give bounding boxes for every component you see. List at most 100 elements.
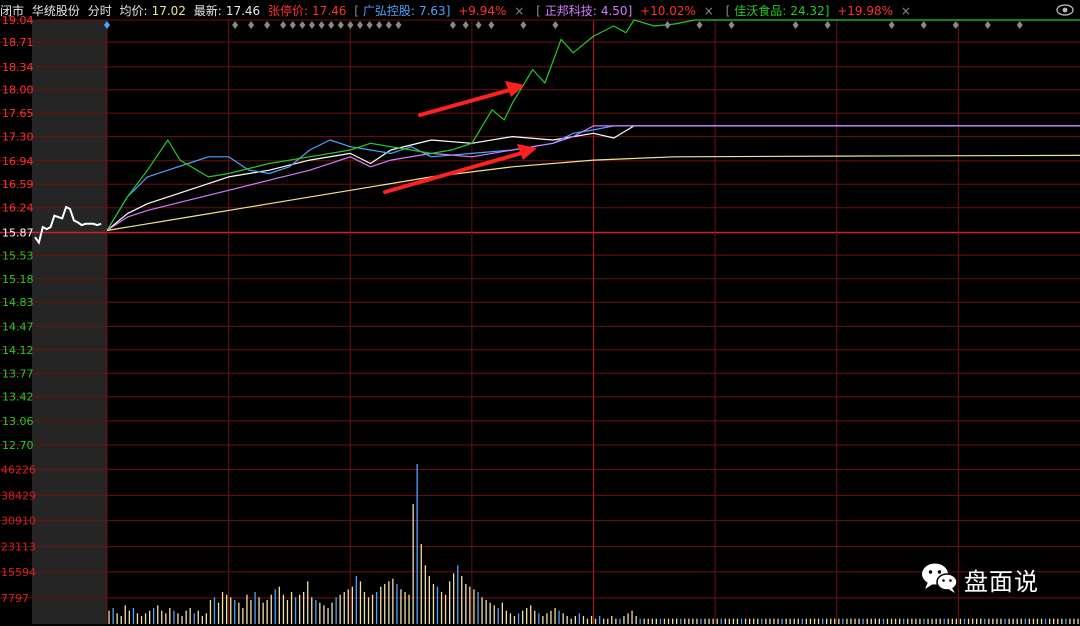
volume-bar bbox=[534, 610, 536, 624]
volume-bar bbox=[351, 586, 353, 624]
volume-bar bbox=[712, 618, 714, 624]
compare-pct: +10.02% bbox=[640, 4, 696, 18]
volume-bar bbox=[680, 618, 682, 624]
volume-bar bbox=[947, 618, 949, 624]
volume-bar bbox=[177, 613, 179, 624]
volume-bar bbox=[635, 616, 637, 624]
volume-bar bbox=[250, 600, 252, 624]
watermark: 盘面说 bbox=[920, 560, 1070, 596]
stock-name[interactable]: 华统股份 bbox=[31, 4, 80, 18]
volume-bar bbox=[627, 613, 629, 624]
volume-bar bbox=[522, 610, 524, 624]
price-tick-label: 15.18 bbox=[2, 273, 34, 286]
volume-bar bbox=[1053, 618, 1055, 624]
chart-mode[interactable]: 分时 bbox=[87, 4, 112, 18]
volume-bar bbox=[594, 618, 597, 624]
volume-tick-label: 7797 bbox=[1, 592, 29, 605]
price-tick-label: 13.06 bbox=[2, 415, 34, 428]
volume-bar bbox=[246, 594, 248, 624]
event-marker bbox=[952, 21, 959, 29]
annotation-arrow-upper bbox=[418, 86, 519, 117]
volume-bar bbox=[753, 618, 755, 624]
close-icon[interactable]: × bbox=[703, 4, 714, 18]
volume-bar bbox=[205, 613, 207, 624]
series-line-2 bbox=[106, 125, 1080, 232]
volume-bar bbox=[874, 618, 876, 624]
volume-bar bbox=[392, 578, 394, 624]
pre-market-line bbox=[34, 205, 102, 245]
volume-bar bbox=[136, 613, 139, 624]
volume-bar bbox=[789, 618, 791, 624]
volume-bar bbox=[124, 605, 126, 624]
price-tick-label: 13.42 bbox=[2, 391, 34, 404]
volume-bar bbox=[886, 618, 889, 624]
volume-bar bbox=[647, 618, 649, 624]
event-marker bbox=[664, 21, 671, 29]
volume-bar bbox=[481, 597, 483, 624]
volume-bar bbox=[574, 616, 576, 624]
volume-bar bbox=[716, 618, 718, 624]
volume-bar bbox=[842, 618, 844, 624]
volume-bar bbox=[854, 618, 856, 624]
volume-bar bbox=[1004, 618, 1006, 624]
volume-bar bbox=[826, 618, 828, 624]
volume-bar bbox=[262, 602, 264, 624]
volume-bar bbox=[955, 618, 957, 624]
event-marker bbox=[299, 21, 306, 29]
volume-bar bbox=[566, 616, 568, 624]
volume-bar bbox=[201, 616, 203, 624]
compare-name[interactable]: 正邦科技: bbox=[544, 4, 597, 18]
volume-bar bbox=[501, 602, 503, 624]
wechat-icon bbox=[922, 563, 958, 593]
compare-value: 24.32] bbox=[790, 4, 830, 18]
volume-bar bbox=[424, 565, 426, 624]
price-tick-label: 18.00 bbox=[2, 84, 34, 97]
event-marker bbox=[395, 21, 402, 29]
compare-name[interactable]: 佳沃食品: bbox=[734, 4, 787, 18]
volume-bar bbox=[335, 597, 337, 624]
close-icon[interactable]: × bbox=[514, 4, 525, 18]
volume-bar bbox=[530, 605, 532, 624]
volume-bar bbox=[939, 618, 941, 624]
eye-icon[interactable] bbox=[1056, 4, 1074, 16]
event-marker bbox=[232, 21, 239, 29]
volume-bar bbox=[890, 618, 893, 624]
event-marker bbox=[357, 21, 364, 29]
compare-name[interactable]: 广弘控股: bbox=[362, 4, 415, 18]
volume-bar bbox=[663, 618, 666, 624]
compare-item-1: [正邦科技: 4.50] +10.02% × bbox=[536, 4, 722, 18]
volume-bar bbox=[274, 589, 276, 624]
annotation-arrow-lower-head bbox=[517, 144, 537, 160]
volume-bar bbox=[165, 613, 167, 624]
price-tick-label: 12.70 bbox=[2, 439, 34, 452]
volume-bar bbox=[1040, 618, 1043, 624]
volume-bar bbox=[603, 618, 605, 624]
volume-bar bbox=[870, 618, 872, 624]
limit-price-value: 17.46 bbox=[312, 4, 347, 18]
volume-bar bbox=[728, 618, 730, 624]
volume-bar bbox=[599, 616, 601, 624]
volume-bar bbox=[412, 504, 414, 624]
price-tick-label: 18.34 bbox=[2, 61, 34, 74]
volume-bar bbox=[817, 618, 820, 624]
volume-bar bbox=[286, 600, 289, 624]
watermark-text: 盘面说 bbox=[964, 568, 1039, 596]
event-marker bbox=[1016, 21, 1023, 29]
volume-bar bbox=[469, 586, 471, 624]
volume-bar bbox=[1020, 618, 1022, 624]
event-marker bbox=[308, 21, 315, 29]
volume-bar bbox=[611, 616, 613, 624]
volume-bar bbox=[590, 616, 593, 624]
series-line-4 bbox=[106, 154, 1080, 232]
volume-bar bbox=[773, 618, 775, 624]
volume-bar bbox=[347, 589, 349, 624]
volume-bar bbox=[793, 618, 795, 624]
volume-bar bbox=[992, 618, 994, 624]
volume-tick-label: 46226 bbox=[1, 463, 36, 476]
volume-bar bbox=[420, 544, 422, 624]
volume-bar bbox=[505, 610, 507, 624]
close-icon[interactable]: × bbox=[900, 4, 911, 18]
price-tick-label: 15.53 bbox=[2, 249, 34, 262]
volume-bar bbox=[550, 610, 552, 624]
